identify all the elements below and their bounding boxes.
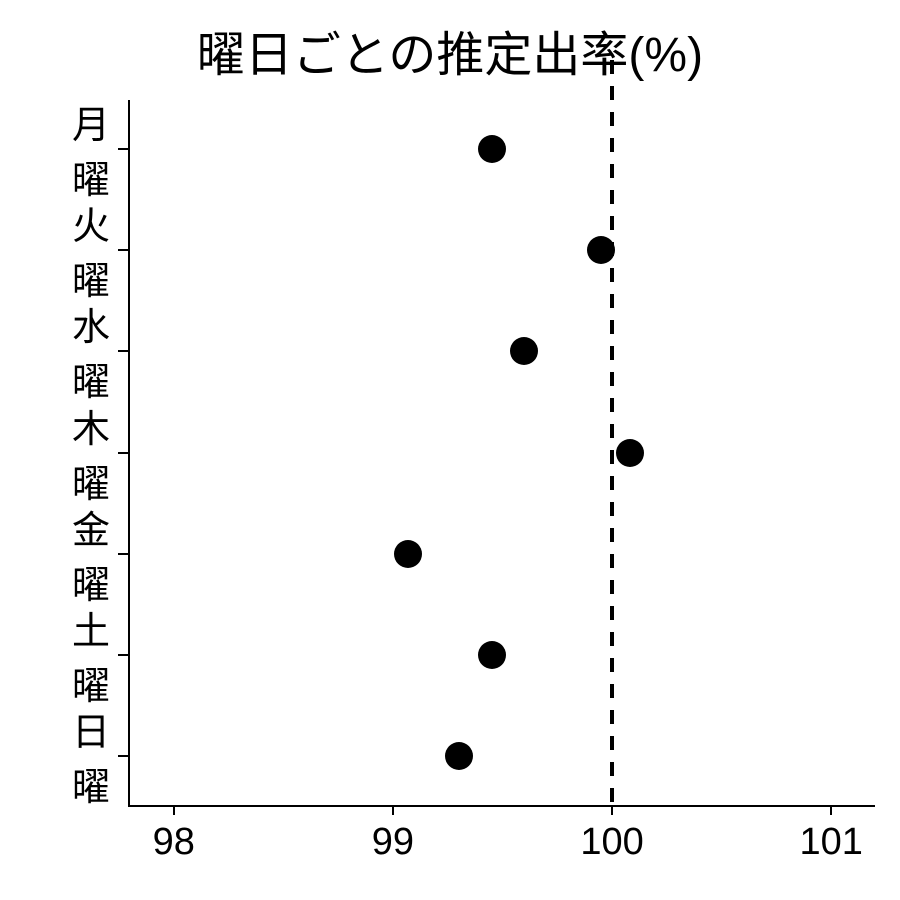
y-tick-label: 月曜 [72,94,110,204]
chart-title: 曜日ごとの推定出率(%) [197,15,703,85]
x-tick [611,805,613,815]
data-point [510,337,538,365]
y-tick-label: 日曜 [72,701,110,811]
plot-area: 9899100101月曜火曜水曜木曜金曜土曜日曜 [130,100,875,805]
y-tick [118,452,128,454]
data-point [445,742,473,770]
x-tick-label: 98 [153,821,195,864]
data-point [478,641,506,669]
x-tick [830,805,832,815]
chart-container: 曜日ごとの推定出率(%) 9899100101月曜火曜水曜木曜金曜土曜日曜 [0,0,900,900]
x-tick [392,805,394,815]
reference-line [610,60,614,805]
y-tick-label: 水曜 [72,296,110,406]
x-tick-label: 99 [372,821,414,864]
data-point [616,439,644,467]
y-tick [118,249,128,251]
y-tick-label: 木曜 [72,398,110,508]
y-tick-label: 土曜 [72,600,110,710]
y-tick [118,755,128,757]
x-tick [173,805,175,815]
y-tick [118,350,128,352]
y-tick [118,148,128,150]
y-tick-label: 金曜 [72,499,110,609]
data-point [478,135,506,163]
data-point [587,236,615,264]
x-axis-line [130,805,875,807]
y-axis-line [128,100,130,807]
data-point [394,540,422,568]
y-tick [118,553,128,555]
y-tick-label: 火曜 [72,195,110,305]
x-tick-label: 100 [580,821,643,864]
y-tick [118,654,128,656]
x-tick-label: 101 [799,821,862,864]
